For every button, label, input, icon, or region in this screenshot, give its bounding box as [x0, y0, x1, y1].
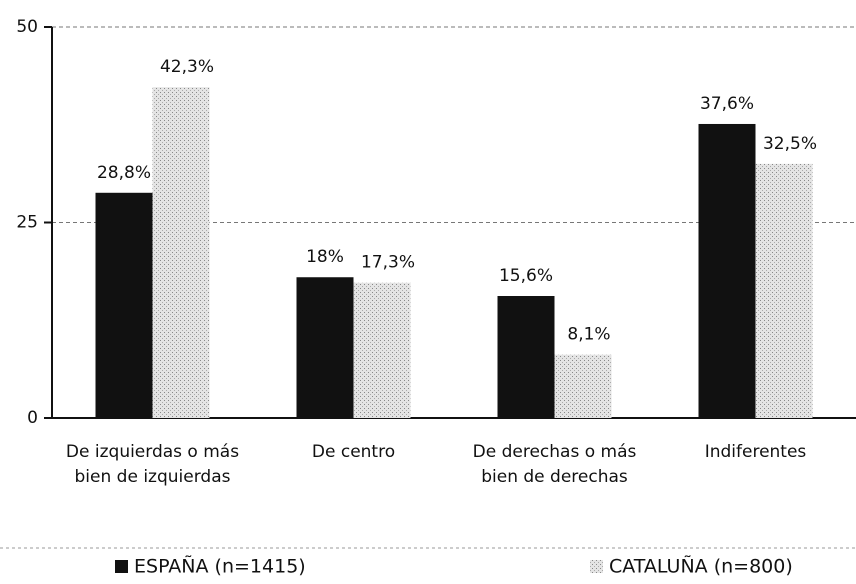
x-tick-label: De izquierdas o más bien de izquierdas	[65, 442, 240, 487]
x-tick-label: De centro	[311, 442, 396, 462]
data-label: 32,5%	[763, 134, 817, 154]
y-tick-label: 25	[16, 213, 38, 233]
bar	[152, 87, 210, 419]
data-label: 37,6%	[700, 94, 754, 114]
legend-swatch	[115, 560, 128, 573]
data-label: 18%	[306, 247, 344, 267]
legend-swatch	[590, 560, 603, 573]
data-label: 8,1%	[567, 325, 610, 345]
bar	[497, 296, 555, 418]
x-tick-label: De derechas o más bien de derechas	[472, 442, 637, 487]
legend-label: CATALUÑA (n=800)	[609, 555, 793, 578]
y-tick-label: 50	[16, 17, 38, 37]
bar	[353, 282, 411, 418]
x-tick-label: Indiferentes	[704, 442, 807, 462]
bar	[95, 192, 153, 418]
data-label: 15,6%	[499, 266, 553, 286]
data-label: 42,3%	[160, 57, 214, 77]
bar	[554, 354, 612, 418]
bar	[698, 123, 756, 418]
bar	[755, 163, 813, 418]
data-label: 17,3%	[361, 253, 415, 273]
y-tick-label: 0	[27, 408, 38, 428]
data-label: 28,8%	[97, 163, 151, 183]
legend-label: ESPAÑA (n=1415)	[134, 555, 306, 578]
bar	[296, 277, 354, 418]
